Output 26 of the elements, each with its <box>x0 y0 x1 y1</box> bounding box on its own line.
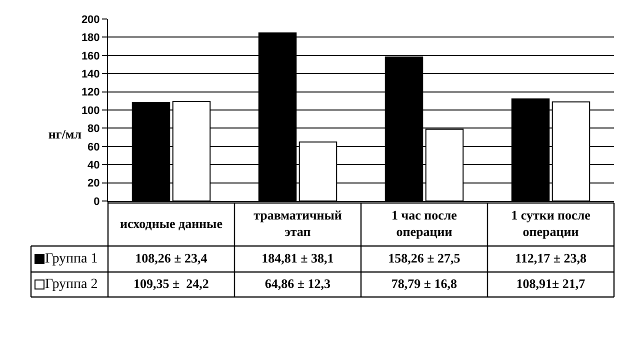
y-tick-label: 0 <box>94 196 100 208</box>
y-tick-label: 80 <box>88 123 100 136</box>
x-tick-label: 1 сутки после операции <box>511 207 591 240</box>
y-tick-label: 120 <box>81 86 100 99</box>
data-label: 108,91± 21,7 <box>516 276 586 291</box>
data-label: 108,26 ± 23,4 <box>135 250 208 266</box>
y-tick-label: 180 <box>81 32 100 44</box>
y-tick-label: 160 <box>81 50 100 62</box>
y-tick-label: 40 <box>88 159 100 172</box>
data-label: 184,81 ± 38,1 <box>262 250 334 266</box>
data-label: 112,17 ± 23,8 <box>515 250 587 266</box>
y-tick-label: 60 <box>88 141 100 154</box>
legend-label: Группа 2 <box>45 277 98 292</box>
y-tick-label: 140 <box>81 68 100 80</box>
x-tick-label: 1 час после операции <box>392 207 458 240</box>
data-label: 64,86 ± 12,3 <box>264 276 332 291</box>
x-tick-label: исходные данные <box>120 216 223 231</box>
y-axis-title: нг/мл <box>48 126 82 142</box>
data-label: 158,26 ± 27,5 <box>388 250 461 266</box>
legend-label: Группа 1 <box>45 252 98 266</box>
x-tick-label: травматичный этап <box>254 207 342 240</box>
data-label: 78,79 ± 16,8 <box>391 276 458 291</box>
y-tick-label: 20 <box>88 178 100 190</box>
y-tick-label: 200 <box>81 14 100 26</box>
y-tick-label: 100 <box>81 104 100 117</box>
data-label: 109,35 ± 24,2 <box>134 276 209 291</box>
